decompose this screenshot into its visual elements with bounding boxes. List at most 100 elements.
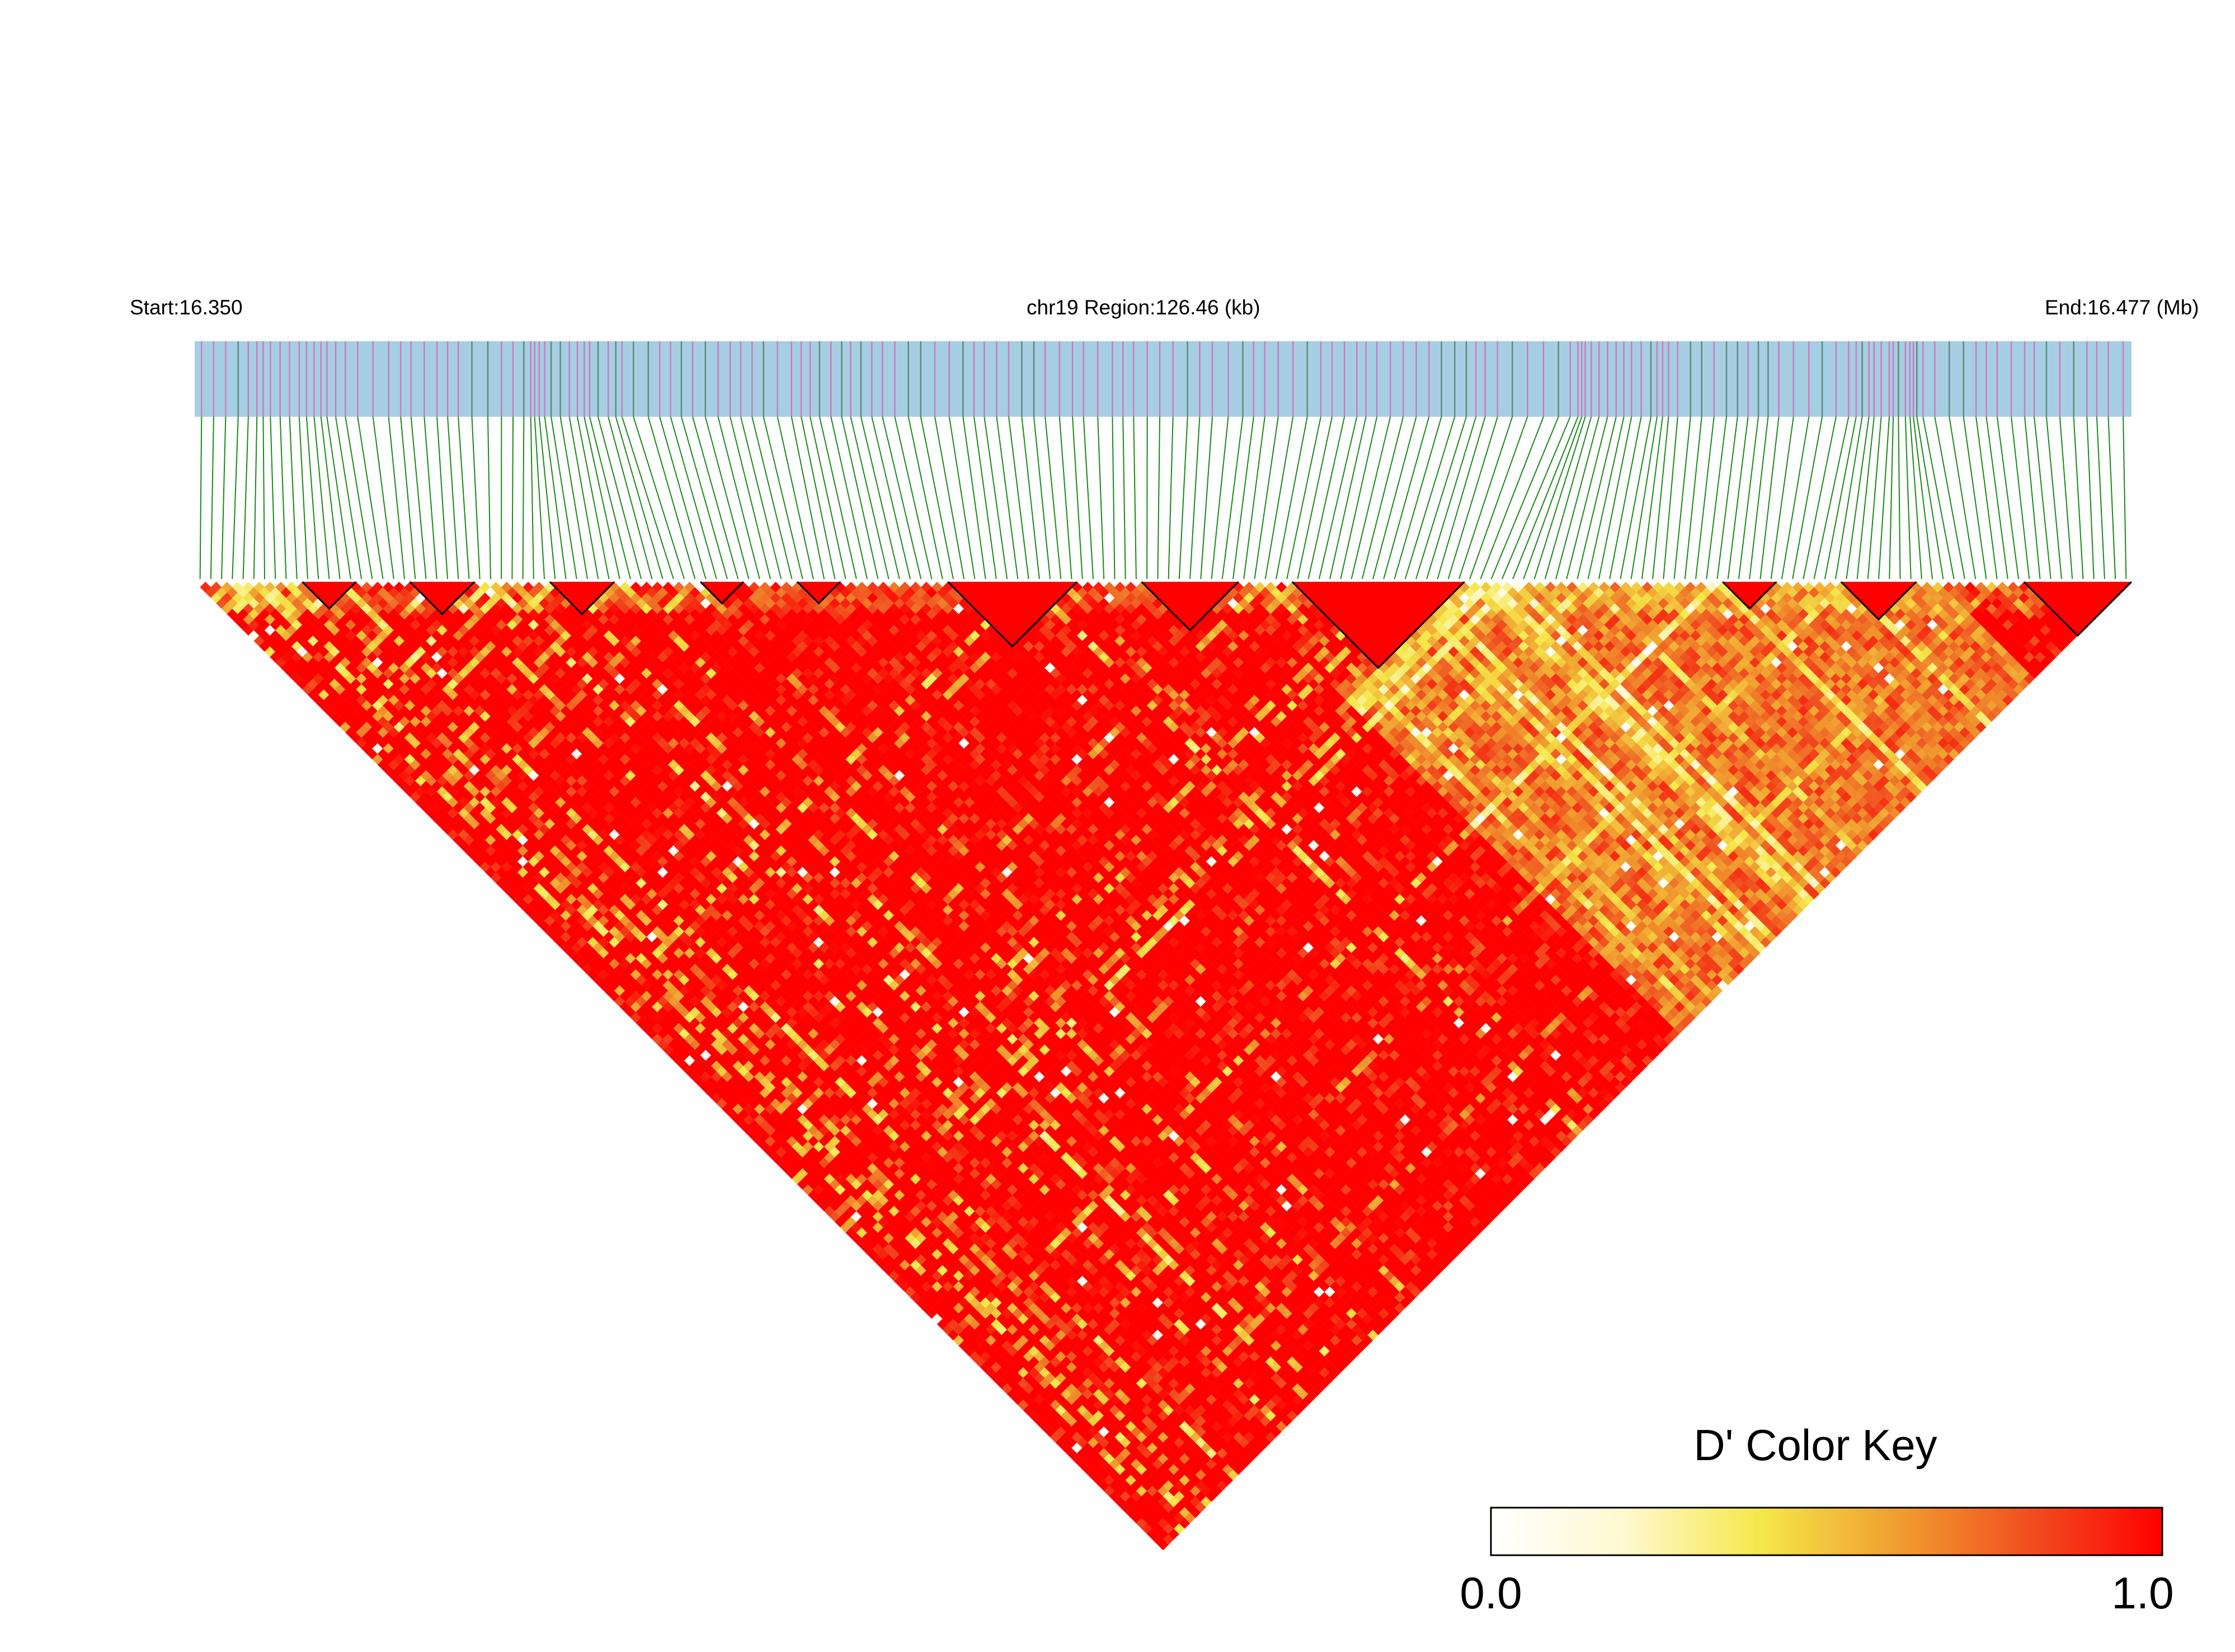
snp-connector — [1383, 416, 1430, 580]
snp-connector — [996, 416, 1019, 580]
snp-connector — [1512, 416, 1579, 580]
snp-connector — [597, 416, 642, 580]
snp-connector — [1083, 416, 1094, 580]
snp-connector — [1922, 416, 1955, 580]
snp-connector — [962, 416, 986, 580]
snp-connector — [830, 416, 868, 580]
snp-connector — [801, 416, 836, 580]
snp-connector — [920, 416, 954, 580]
snp-connector — [1501, 416, 1571, 580]
snp-connector — [1286, 416, 1321, 580]
snp-connector — [388, 416, 406, 580]
snp-connector — [1695, 416, 1715, 580]
snp-connector — [1577, 416, 1617, 580]
snp-connector — [633, 416, 685, 580]
snp-connector — [1792, 416, 1823, 580]
snp-connector — [1133, 416, 1137, 580]
snp-connector — [584, 416, 620, 580]
snp-connector — [289, 416, 298, 580]
snp-connector — [1598, 416, 1632, 580]
snp-connector — [1437, 416, 1486, 580]
snp-connector — [1770, 416, 1794, 580]
snp-connector — [1846, 416, 1870, 580]
snp-connector — [357, 416, 384, 580]
snp-connector — [1963, 416, 1987, 580]
snp-connector — [1630, 416, 1658, 580]
snp-connector — [589, 416, 631, 580]
snp-connector — [210, 416, 214, 580]
snp-connector — [1916, 416, 1944, 580]
snp-connector — [424, 416, 437, 580]
snp-connector — [1878, 416, 1890, 580]
snp-connector — [1555, 416, 1600, 580]
snp-connector — [1033, 416, 1051, 580]
snp-connector — [1447, 416, 1498, 580]
snp-connector — [1275, 416, 1308, 580]
snp-connector — [511, 416, 514, 580]
snp-connector — [777, 416, 814, 580]
snp-connector — [372, 416, 394, 580]
end-label: End:16.477 (Mb) — [2045, 296, 2199, 319]
snp-connector — [1058, 416, 1072, 580]
snp-connector — [1749, 416, 1769, 580]
snp-connector — [704, 416, 750, 580]
snp-connector — [1178, 416, 1188, 580]
snp-connector — [1112, 416, 1116, 580]
snp-connector — [1889, 416, 1894, 580]
snp-track-background — [195, 341, 2132, 417]
snp-connector — [2123, 416, 2127, 580]
snp-connector — [615, 416, 664, 580]
snp-connector — [670, 416, 717, 580]
snp-connector — [2045, 416, 2062, 580]
snp-connector — [487, 416, 491, 580]
snp-connector — [1458, 416, 1513, 580]
snp-connector — [410, 416, 427, 580]
snp-connector — [270, 416, 276, 580]
snp-connector — [335, 416, 363, 580]
snp-connector — [751, 416, 793, 580]
snp-connector — [1587, 416, 1625, 580]
snp-connector — [1168, 416, 1174, 580]
snp-connector — [2011, 416, 2030, 580]
snp-connector — [1307, 416, 1345, 580]
snp-connector — [1641, 416, 1663, 580]
snp-connector — [850, 416, 890, 580]
snp-connector — [2073, 416, 2084, 580]
snp-connector — [1211, 416, 1229, 580]
snp-connector — [1351, 416, 1391, 580]
snp-connector — [1021, 416, 1040, 580]
ld-heatmap — [200, 581, 2126, 1551]
snp-connector — [1716, 416, 1738, 580]
snp-connector — [1835, 416, 1863, 580]
snp-connector — [1361, 416, 1404, 580]
snp-connector — [1609, 416, 1642, 580]
snp-connector — [471, 416, 481, 580]
snp-connector — [1706, 416, 1728, 580]
snp-connector — [534, 416, 545, 580]
snp-connector — [907, 416, 943, 580]
snp-connector — [2107, 416, 2116, 580]
snp-connector — [1008, 416, 1029, 580]
snp-connector — [1781, 416, 1810, 580]
snp-connector — [1949, 416, 1977, 580]
snp-connector — [1533, 416, 1586, 580]
snp-connector — [199, 416, 203, 580]
snp-connector — [262, 416, 266, 580]
snp-connector — [1469, 416, 1528, 580]
snp-connector — [1415, 416, 1467, 580]
snp-connector — [1122, 416, 1126, 580]
snp-connector — [568, 416, 599, 580]
snp-connector — [1200, 416, 1213, 580]
snp-connector — [1394, 416, 1442, 580]
snp-connector — [305, 416, 319, 580]
snp-connector — [1264, 416, 1294, 580]
snp-connector — [1759, 416, 1780, 580]
snp-connector — [934, 416, 965, 580]
snp-connector — [882, 416, 922, 580]
snp-connector — [1673, 416, 1691, 580]
snp-connector — [1985, 416, 2008, 580]
snp-connector — [984, 416, 1008, 580]
snp-connector — [1329, 416, 1367, 580]
snp-connector — [1566, 416, 1608, 580]
snp-connector — [1480, 416, 1544, 580]
